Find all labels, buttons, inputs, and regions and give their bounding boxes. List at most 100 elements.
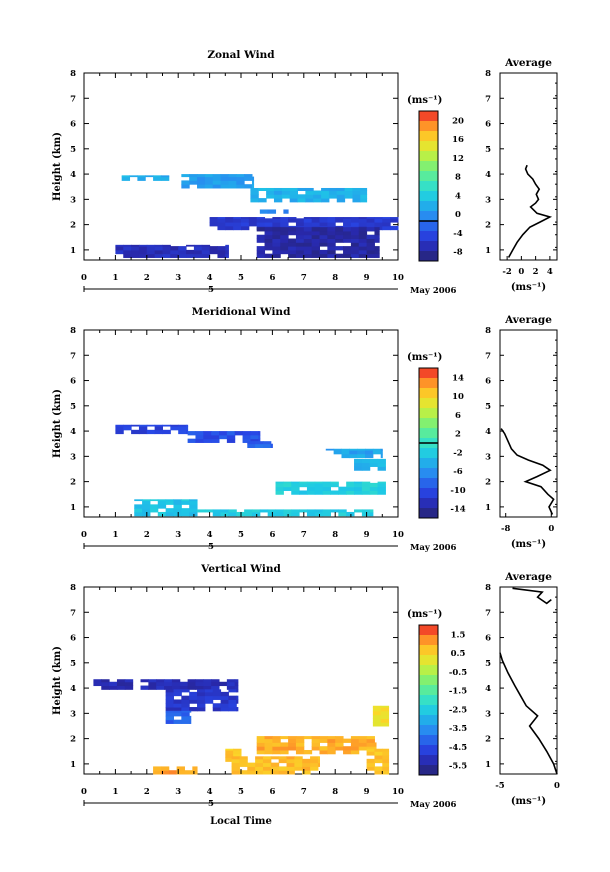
heatmap-cell xyxy=(327,218,336,223)
heatmap-cell xyxy=(352,187,361,192)
heatmap-cell xyxy=(273,198,283,203)
heatmap-cell xyxy=(366,766,375,771)
colorbar-segment xyxy=(419,725,438,736)
avg-y-tick-label: 5 xyxy=(485,402,491,412)
heatmap-cell xyxy=(131,429,140,435)
colorbar-tick-label: 0.5 xyxy=(451,649,466,659)
heatmap-cell xyxy=(374,238,380,243)
x-tick-label: 7 xyxy=(301,273,307,283)
heatmap-cell xyxy=(225,218,234,223)
x-tick-label: 9 xyxy=(364,787,370,797)
heatmap-cell xyxy=(178,426,187,431)
heatmap-cell xyxy=(374,253,380,258)
heatmap-cell xyxy=(170,424,179,427)
heatmap-cell xyxy=(204,689,214,693)
heatmap-cell xyxy=(288,253,297,258)
heatmap-cell xyxy=(311,742,320,747)
heatmap-cell xyxy=(314,511,324,517)
heatmap-cell xyxy=(266,194,275,199)
avg-y-tick-label: 7 xyxy=(485,608,491,618)
heatmap-cell xyxy=(311,230,320,236)
colorbar-tick-label: 2 xyxy=(455,430,461,440)
heatmap-region xyxy=(165,689,239,712)
colorbar-segment xyxy=(419,241,438,252)
y-tick-label: 7 xyxy=(70,608,76,618)
heatmap-cell xyxy=(203,685,212,690)
heatmap-cell xyxy=(149,508,159,513)
heatmap-cell xyxy=(270,443,273,449)
heatmap-cell xyxy=(322,481,331,484)
heatmap-cell xyxy=(317,758,320,764)
heatmap-cell xyxy=(366,234,375,240)
x-tick-label: 8 xyxy=(332,787,338,797)
heatmap-cell xyxy=(366,751,375,756)
colorbar-tick-label: 1.5 xyxy=(451,630,466,640)
heatmap-cell xyxy=(225,749,234,755)
heatmap-cell xyxy=(225,748,234,751)
y-tick-label: 3 xyxy=(70,452,76,462)
heatmap-cell xyxy=(226,679,236,683)
heatmap-cell xyxy=(262,770,272,775)
colorbar-segment xyxy=(419,685,438,696)
heatmap-cell xyxy=(372,707,382,712)
heatmap-region xyxy=(250,187,368,203)
heatmap-cell xyxy=(178,249,187,255)
heatmap-cell xyxy=(350,738,360,743)
heatmap-cell xyxy=(365,450,374,455)
heatmap-cell xyxy=(295,230,305,236)
y-tick-label: 2 xyxy=(70,478,76,488)
heatmap-cell xyxy=(357,448,366,451)
heatmap-cell xyxy=(181,695,190,700)
heatmap-cell xyxy=(346,490,355,495)
heatmap-cell xyxy=(250,187,259,192)
heatmap-cell xyxy=(327,242,336,247)
heatmap-cell xyxy=(280,217,289,219)
heatmap-cell xyxy=(187,681,196,687)
heatmap-cell xyxy=(256,249,266,255)
heatmap-cell xyxy=(146,249,156,255)
heatmap-cell xyxy=(358,246,368,251)
heatmap-cell xyxy=(335,742,344,747)
heatmap-cell xyxy=(382,770,390,775)
heatmap-cell xyxy=(264,242,273,247)
heatmap-cell xyxy=(291,490,300,495)
date-right-label: May 2006 xyxy=(410,286,457,296)
heatmap-cell xyxy=(280,234,289,240)
heatmap-cell xyxy=(197,707,206,712)
heatmap-cell xyxy=(317,756,320,760)
heatmap-cell xyxy=(193,244,203,247)
heatmap-cell xyxy=(288,230,297,236)
avg-x-tick-label: 4 xyxy=(547,267,553,277)
heatmap-cell xyxy=(366,742,375,747)
avg-y-tick-label: 8 xyxy=(485,583,491,593)
heatmap-cell xyxy=(369,490,379,495)
heatmap-cell xyxy=(361,490,371,495)
colorbar-segment xyxy=(419,398,438,409)
colorbar-segment xyxy=(419,251,438,262)
x-tick-label: 2 xyxy=(144,273,150,283)
heatmap-cell xyxy=(361,462,371,467)
heatmap-cell xyxy=(219,434,228,440)
heatmap-cell xyxy=(264,738,273,743)
heatmap-cell xyxy=(350,246,360,251)
heatmap-cell xyxy=(201,253,211,258)
heatmap-cell xyxy=(173,500,182,505)
heatmap-cell xyxy=(366,748,375,752)
heatmap-cell xyxy=(123,424,132,427)
heatmap-cell xyxy=(236,689,239,693)
heatmap-cell xyxy=(303,736,313,740)
heatmap-region xyxy=(93,679,239,690)
heatmap-cell xyxy=(179,681,189,687)
heatmap-cell xyxy=(272,234,281,240)
heatmap-cell xyxy=(380,450,383,455)
heatmap-cell xyxy=(157,504,167,509)
heatmap-cell xyxy=(267,511,277,517)
heatmap-cell xyxy=(258,434,261,440)
heatmap-cell xyxy=(165,712,174,717)
heatmap-cell xyxy=(295,249,305,255)
heatmap-cell xyxy=(358,238,368,243)
heatmap-cell xyxy=(247,762,256,767)
plot-area xyxy=(83,329,399,518)
heatmap-cell xyxy=(228,511,237,517)
heatmap-cell xyxy=(350,746,360,751)
